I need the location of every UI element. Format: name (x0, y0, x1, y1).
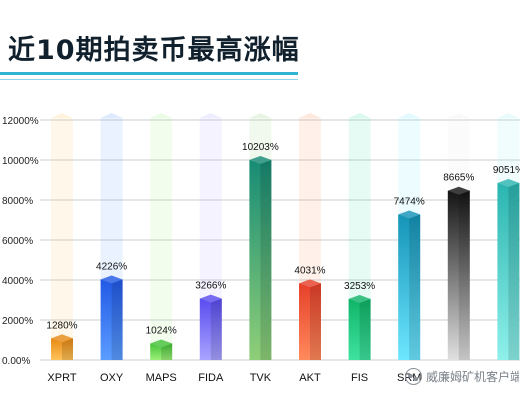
bar-background-cap (398, 113, 421, 118)
bar-cap-highlight (249, 155, 272, 164)
data-label: 3266% (195, 281, 226, 292)
x-tick-label: TVK (250, 372, 272, 384)
bar-side-shade (458, 190, 470, 360)
bar (497, 182, 520, 360)
bar-background-cap (299, 113, 321, 118)
bar (199, 298, 222, 360)
bar-side-shade (508, 182, 520, 360)
bar (100, 279, 123, 360)
bar-cap-highlight (199, 294, 222, 303)
title-underline-thin (0, 79, 298, 80)
bar-background-cap (348, 113, 371, 118)
bar (447, 190, 470, 360)
bar-side-shade (111, 279, 123, 360)
data-label: 3253% (344, 281, 375, 292)
bar-background-cap (199, 113, 222, 118)
bar-cap-highlight (150, 339, 173, 348)
bar (299, 283, 321, 360)
y-tick-label: 8000% (2, 196, 33, 207)
bar-background (150, 118, 173, 360)
x-tick-label: FIDA (198, 372, 224, 384)
bar-background (51, 118, 73, 360)
data-label: 9051% (493, 165, 520, 176)
data-label: 1280% (46, 320, 77, 331)
bar-background-cap (497, 113, 520, 118)
bar-background-cap (150, 113, 173, 118)
bar-background-cap (249, 113, 272, 118)
bar-cap (299, 279, 321, 288)
bar-cap (199, 294, 222, 303)
data-label: 1024% (146, 326, 177, 337)
bar-cap-highlight (398, 210, 421, 219)
bar (150, 343, 173, 360)
bar-cap (100, 275, 123, 284)
bar-cap (150, 339, 173, 348)
bar-cap (398, 210, 421, 219)
bar-cap-highlight (100, 275, 123, 284)
data-label: 10203% (242, 142, 279, 153)
bar (249, 159, 272, 360)
title-underline (0, 72, 298, 75)
bar-cap-highlight (497, 178, 520, 187)
bar-cap (51, 334, 73, 343)
bar-side-shade (310, 283, 321, 360)
data-label: 4226% (96, 261, 127, 272)
y-tick-label: 4000% (2, 276, 33, 287)
y-tick-label: 2000% (2, 316, 33, 327)
x-tick-label: MAPS (146, 372, 177, 384)
y-tick-label: 12000% (2, 116, 39, 127)
bar-cap-highlight (447, 186, 470, 195)
watermark: 威廉姆矿机客户端 (405, 366, 519, 386)
y-tick-label: 10000% (2, 156, 39, 167)
data-label: 7474% (394, 197, 425, 208)
bar-side-shade (359, 298, 371, 360)
x-tick-label: XPRT (47, 372, 76, 384)
data-label: 8665% (443, 173, 474, 184)
x-tick-label: FIS (351, 372, 368, 384)
bar-background-cap (447, 113, 470, 118)
bar-cap (249, 155, 272, 164)
bar (398, 214, 421, 360)
bar-cap-highlight (348, 294, 371, 303)
bar-side-shade (161, 343, 173, 360)
wechat-icon (405, 367, 422, 385)
bar-cap (348, 294, 371, 303)
bar-cap-highlight (51, 334, 73, 343)
bar-cap (447, 186, 470, 195)
bar (51, 338, 73, 360)
bar-side-shade (260, 159, 272, 360)
x-tick-label: OXY (100, 372, 124, 384)
bar-side-shade (62, 338, 73, 360)
data-label: 4031% (294, 265, 325, 276)
bar-background-cap (51, 113, 73, 118)
bar (348, 298, 371, 360)
bar-background-cap (100, 113, 123, 118)
bar-cap (497, 178, 520, 187)
bar-side-shade (409, 214, 421, 360)
watermark-text: 威廉姆矿机客户端 (426, 369, 519, 384)
y-tick-label: 6000% (2, 236, 33, 247)
x-tick-label: AKT (299, 372, 321, 384)
chart-title: 近10期拍卖币最高涨幅 (8, 35, 300, 66)
bar-side-shade (210, 298, 222, 360)
bar-cap-highlight (299, 279, 321, 288)
y-tick-label: 0.00% (2, 356, 30, 367)
